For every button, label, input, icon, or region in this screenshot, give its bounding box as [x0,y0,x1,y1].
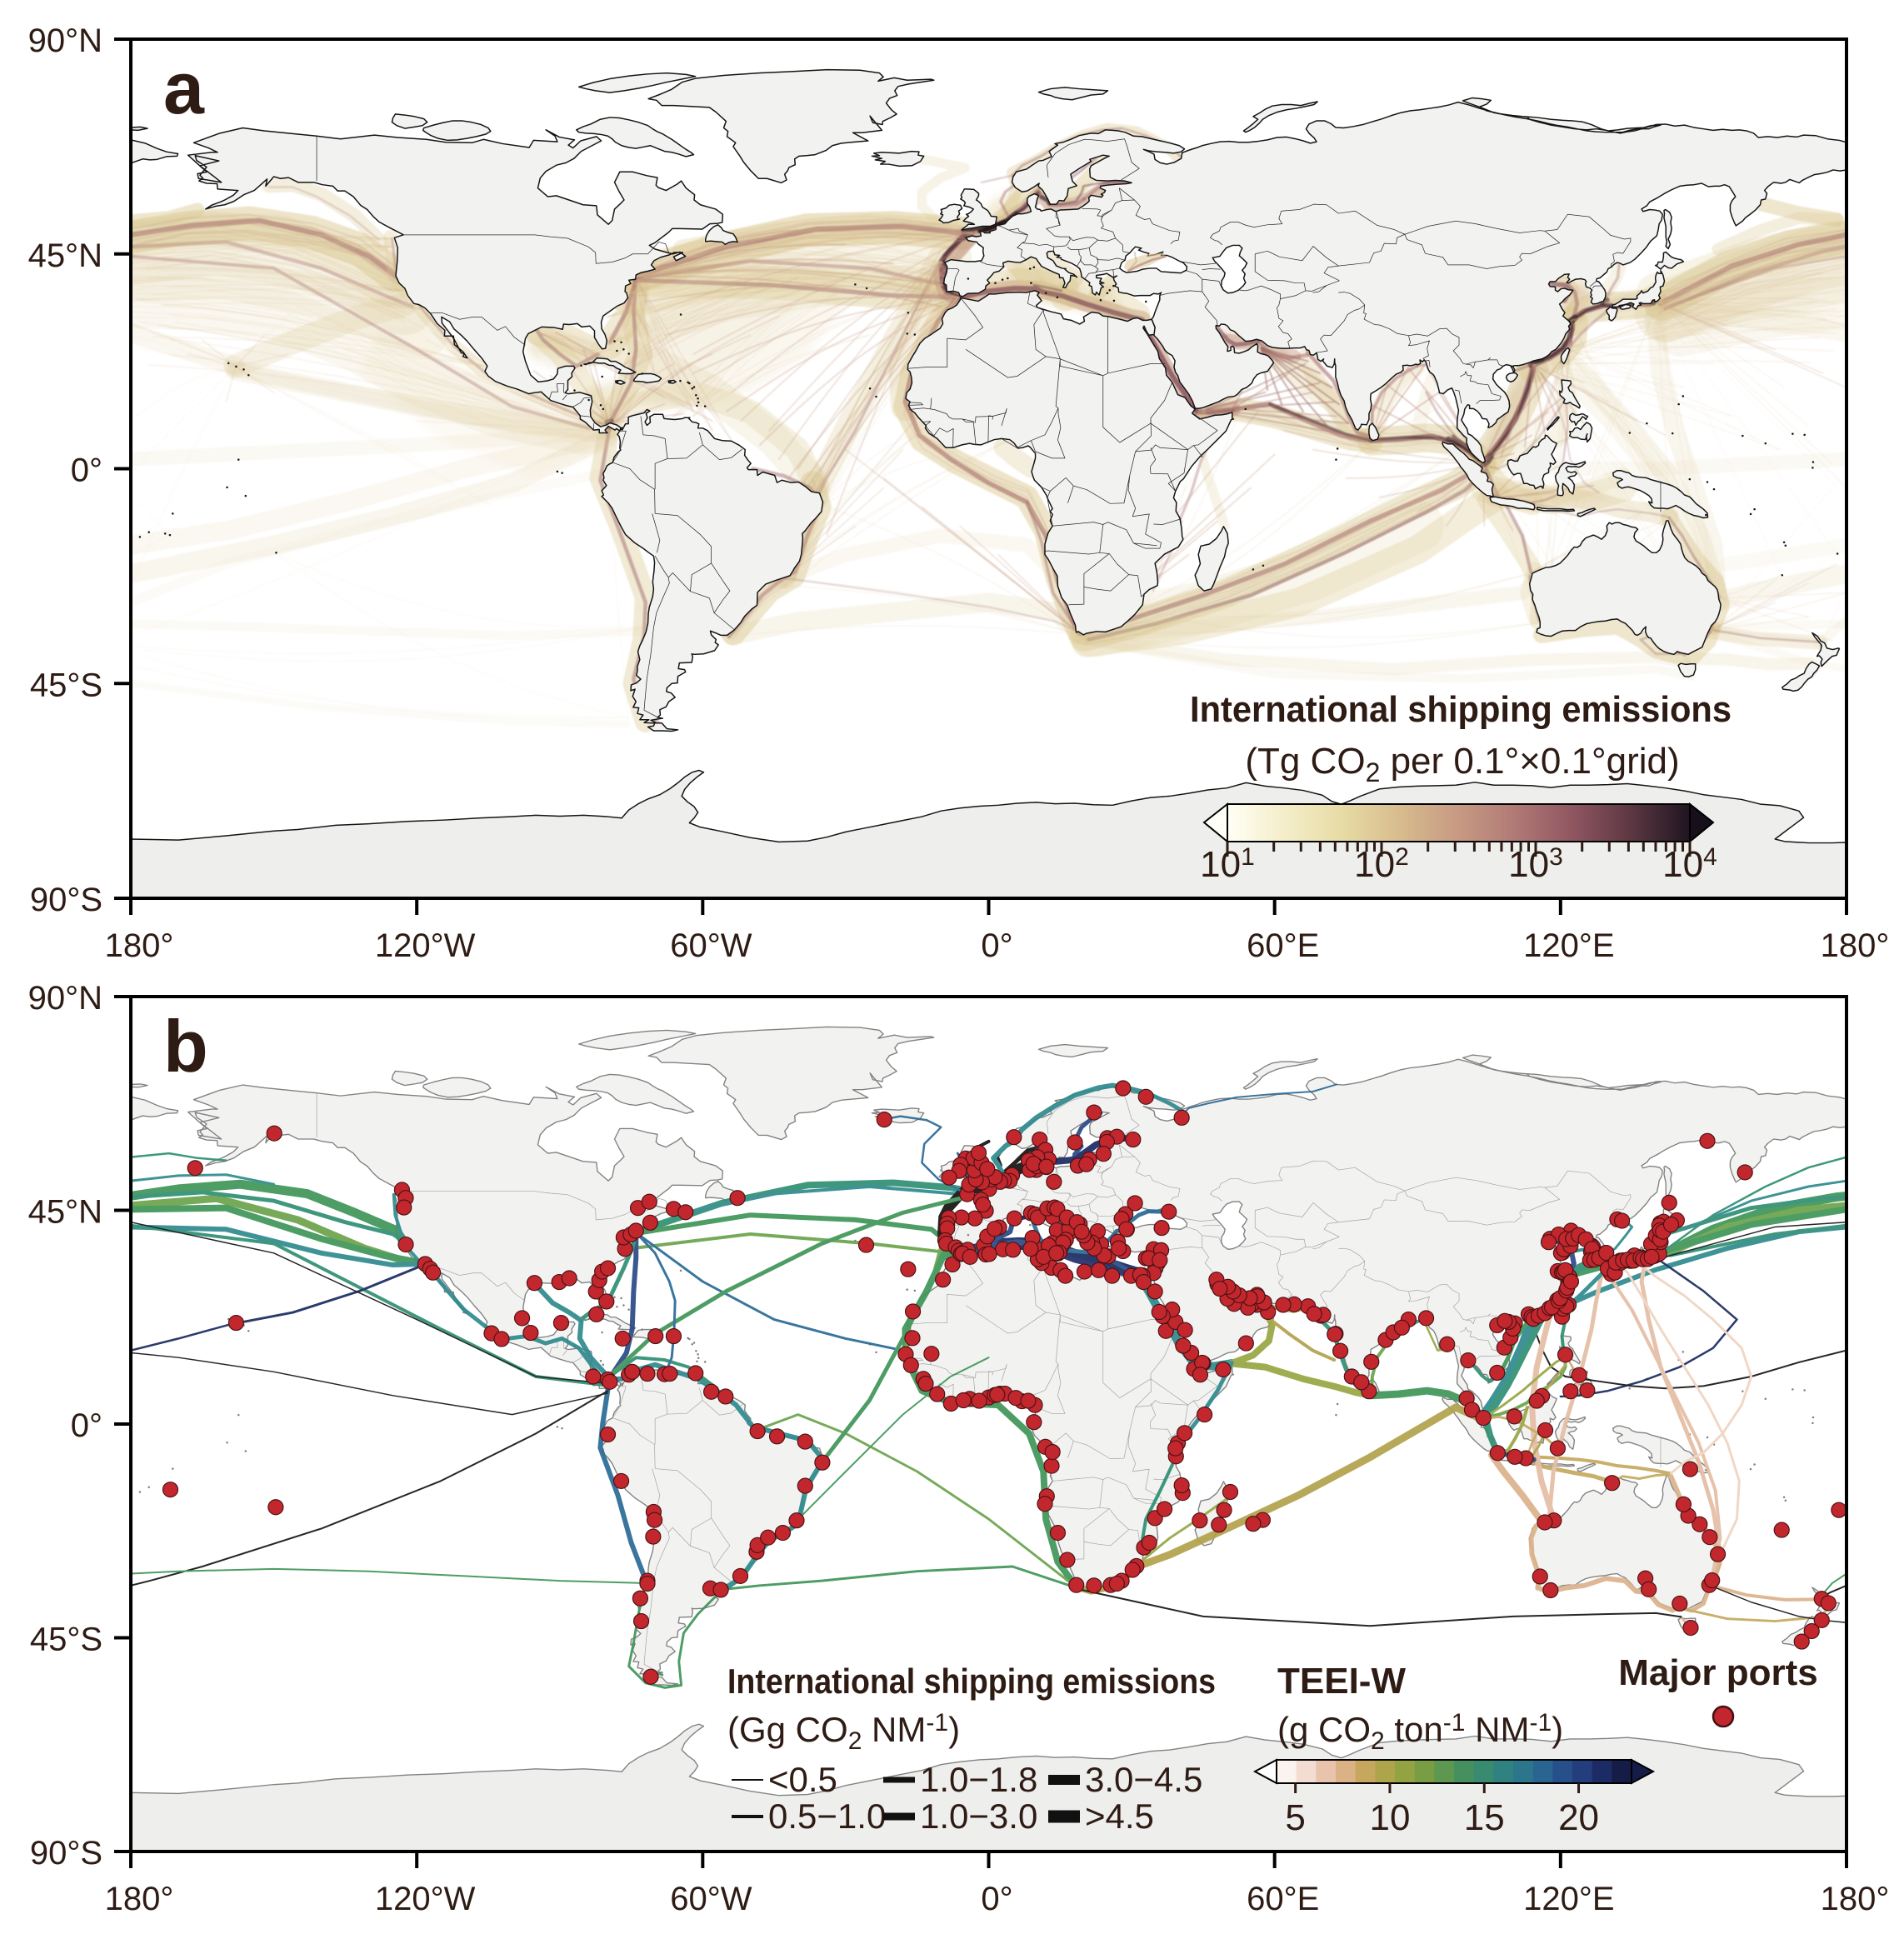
svg-text:a: a [163,47,205,129]
svg-text:45°S: 45°S [30,667,102,703]
svg-text:60°E: 60°E [1247,927,1319,964]
svg-text:90°N: 90°N [28,22,102,59]
svg-text:International shipping emissio: International shipping emissions [1190,689,1732,730]
svg-text:(Tg CO2 per 0.1°×0.1°grid): (Tg CO2 per 0.1°×0.1°grid) [1245,741,1679,787]
svg-text:60°E: 60°E [1247,1881,1319,1917]
svg-text:>4.5: >4.5 [1085,1797,1154,1836]
svg-text:20: 20 [1558,1797,1599,1838]
svg-text:1.0−3.0: 1.0−3.0 [920,1797,1037,1836]
svg-text:90°S: 90°S [30,882,102,918]
svg-text:International shipping emissio: International shipping emissions [727,1662,1216,1701]
svg-text:0°: 0° [71,1407,102,1444]
svg-text:120°E: 120°E [1523,1881,1614,1917]
svg-text:(Gg CO2 NM-1): (Gg CO2 NM-1) [727,1709,960,1755]
svg-text:120°E: 120°E [1523,927,1614,964]
svg-text:180°: 180° [1821,927,1890,964]
svg-text:180°: 180° [105,1881,174,1917]
svg-text:90°N: 90°N [28,980,102,1017]
svg-text:<0.5: <0.5 [768,1760,837,1799]
svg-text:60°W: 60°W [670,1881,752,1917]
svg-text:0°: 0° [981,1881,1012,1917]
svg-text:TEEI-W: TEEI-W [1277,1661,1406,1702]
svg-text:5: 5 [1285,1797,1305,1838]
svg-text:Major ports: Major ports [1618,1652,1818,1693]
svg-text:15: 15 [1464,1797,1505,1838]
svg-text:120°W: 120°W [375,927,476,964]
svg-text:(g CO2 ton-1 NM-1): (g CO2 ton-1 NM-1) [1277,1709,1563,1755]
svg-text:0°: 0° [981,927,1012,964]
svg-text:120°W: 120°W [375,1881,476,1917]
svg-text:60°W: 60°W [670,927,752,964]
svg-text:45°N: 45°N [28,1194,102,1231]
svg-text:45°S: 45°S [30,1622,102,1658]
svg-text:180°: 180° [105,927,174,964]
svg-text:1.0−1.8: 1.0−1.8 [920,1760,1037,1799]
svg-text:0.5−1.0: 0.5−1.0 [768,1797,886,1836]
svg-text:b: b [163,1005,208,1087]
svg-text:10: 10 [1369,1797,1410,1838]
svg-text:180°: 180° [1821,1881,1890,1917]
svg-text:0°: 0° [71,452,102,489]
svg-text:3.0−4.5: 3.0−4.5 [1085,1760,1202,1799]
svg-text:45°N: 45°N [28,237,102,274]
svg-text:90°S: 90°S [30,1835,102,1872]
